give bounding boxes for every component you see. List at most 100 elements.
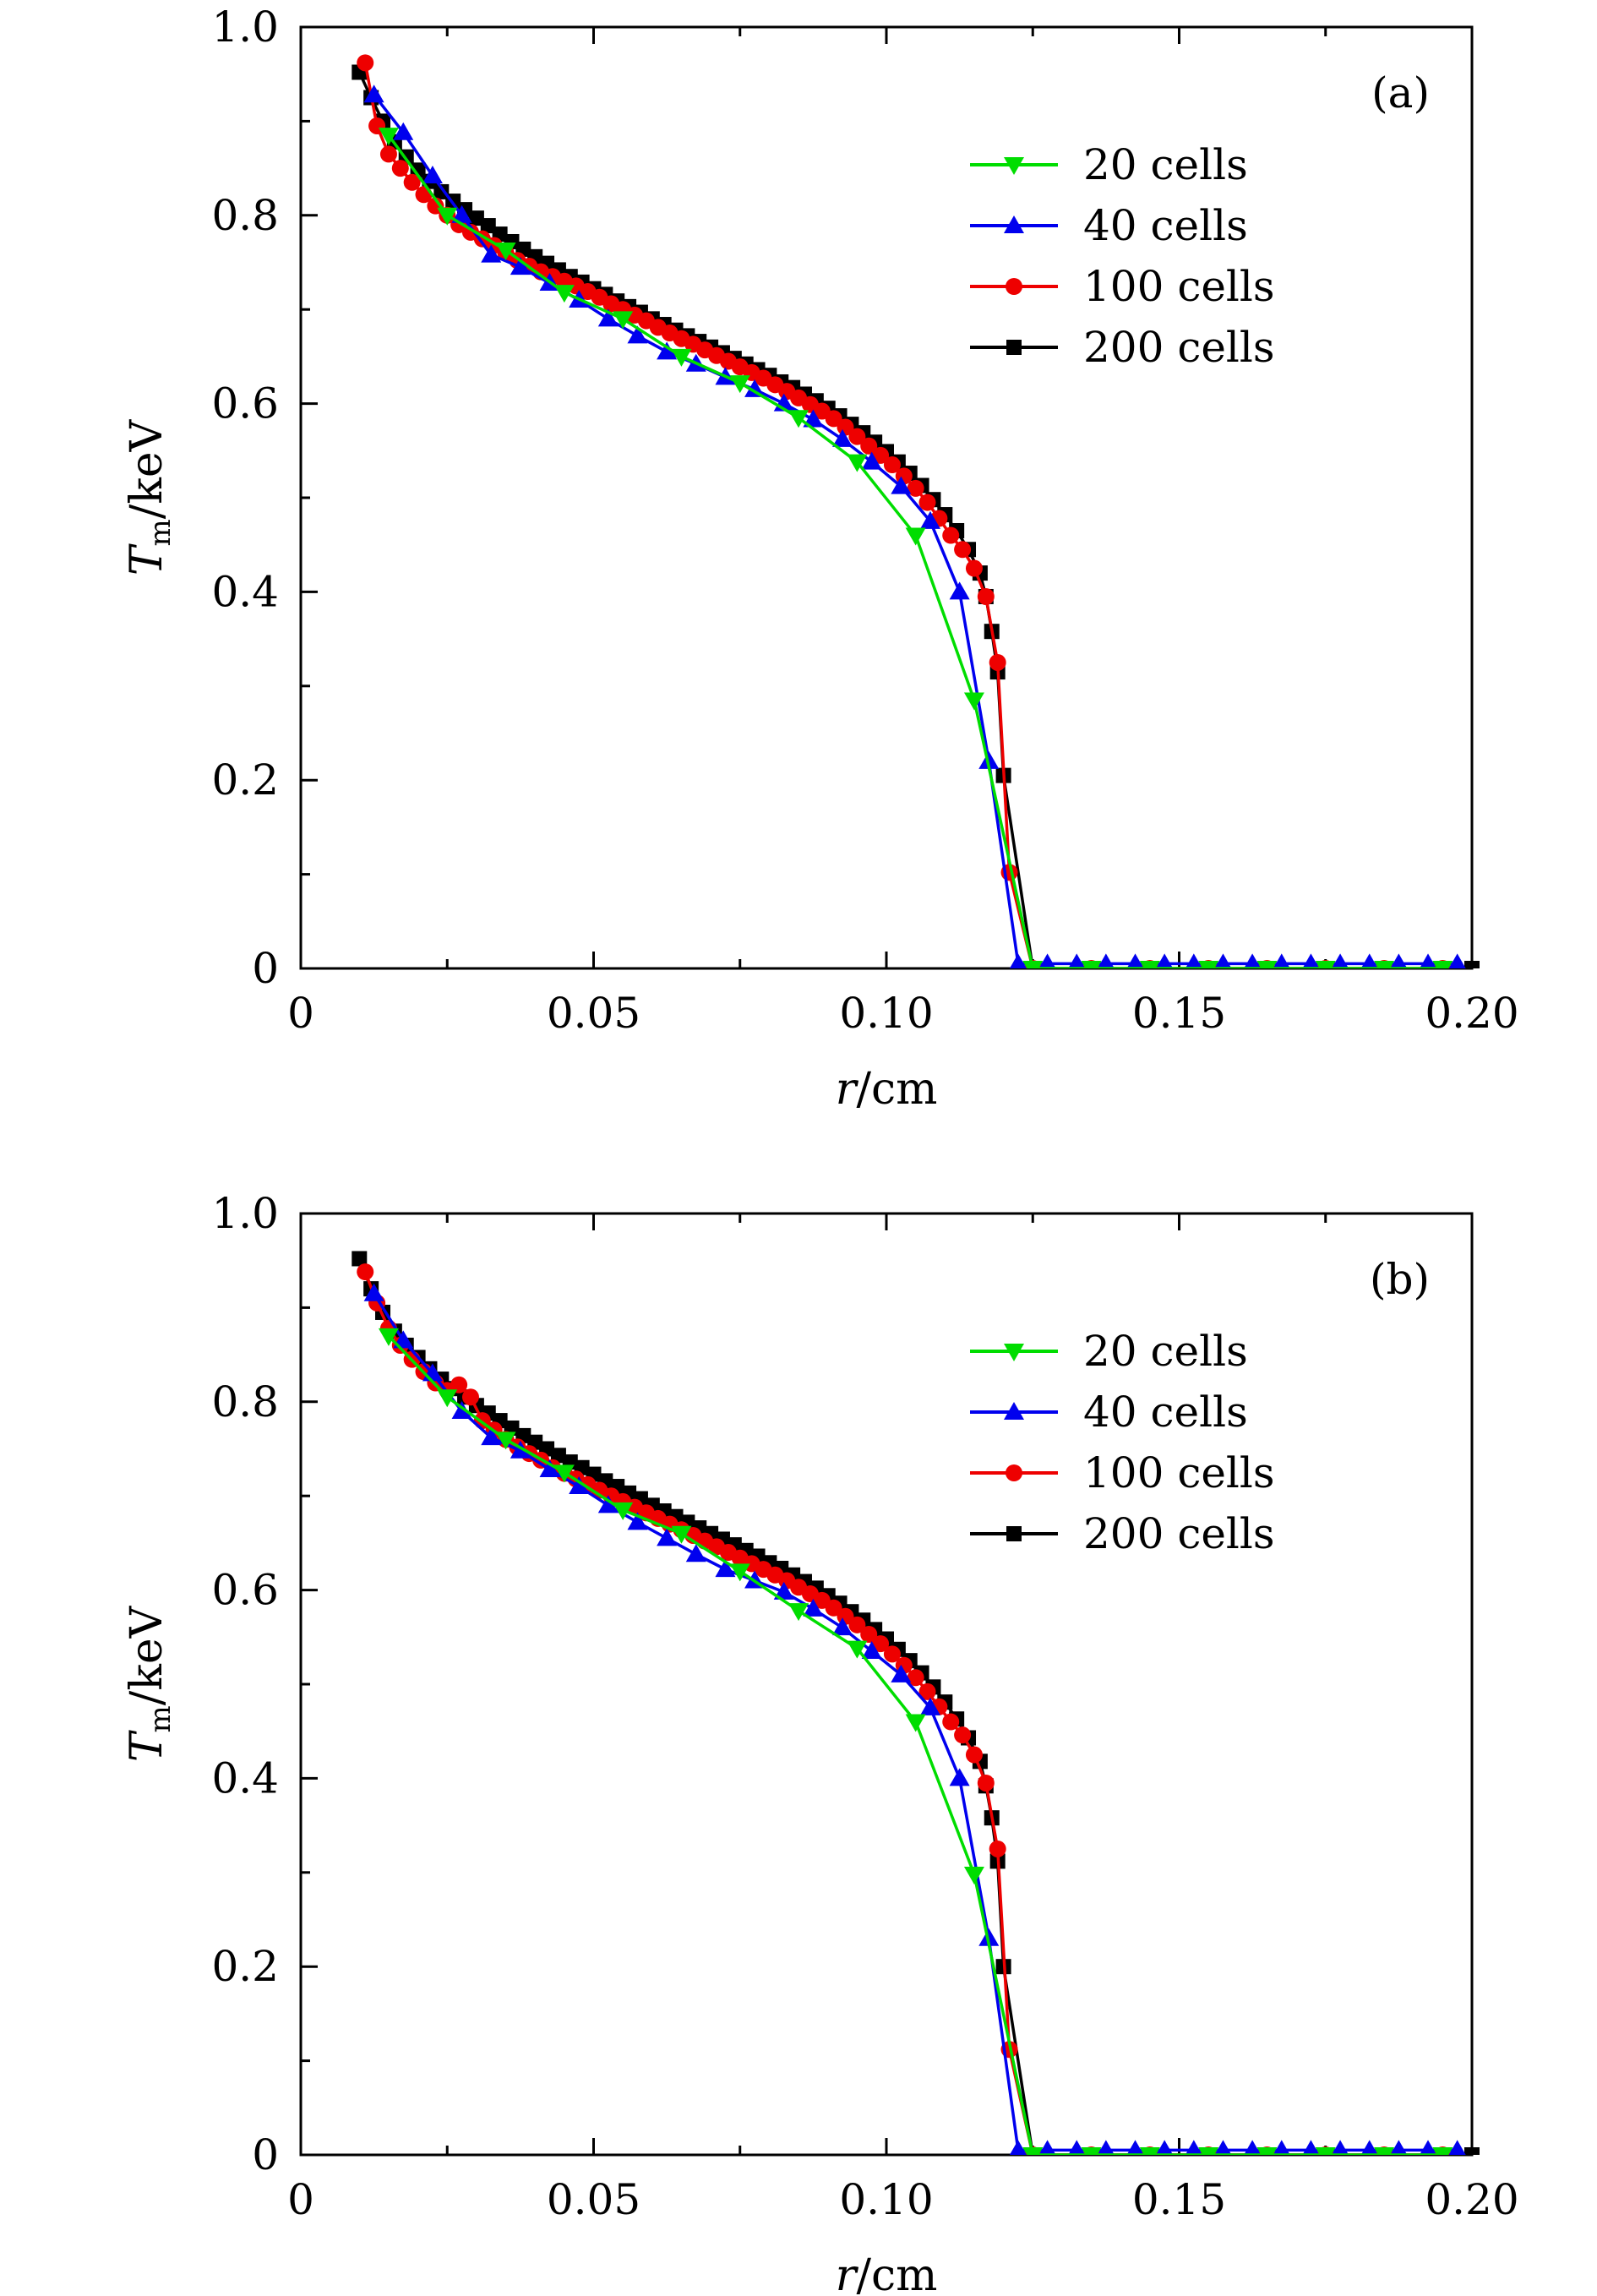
data-point (1068, 2140, 1086, 2155)
data-point (907, 479, 924, 497)
data-point (729, 375, 750, 394)
data-point (495, 243, 516, 261)
data-point (891, 1664, 912, 1682)
x-tick-label: 0 (287, 989, 314, 1038)
series-20-cells (378, 128, 1453, 968)
data-point (872, 1635, 890, 1653)
x-tick-label: 0.05 (547, 2175, 640, 2224)
legend-item: 40 cells (970, 1388, 1248, 1437)
data-point (989, 1840, 1006, 1857)
data-point (461, 1388, 479, 1406)
data-point (1198, 2147, 1219, 2155)
data-point (837, 418, 854, 436)
data-point (977, 1774, 995, 1792)
data-point (1198, 961, 1219, 968)
legend-label: 20 cells (1083, 1327, 1248, 1376)
data-point (403, 173, 421, 191)
data-point (803, 1598, 824, 1617)
data-point (363, 1283, 384, 1301)
data-point (1360, 953, 1378, 968)
data-point (963, 692, 984, 711)
data-point (1156, 2140, 1174, 2155)
data-point (1302, 2140, 1320, 2155)
data-point (1126, 953, 1144, 968)
data-point (1244, 953, 1262, 968)
data-point (1139, 961, 1160, 968)
legend-marker (1006, 1526, 1022, 1541)
data-point (481, 244, 502, 263)
data-point (657, 1528, 678, 1546)
data-point (963, 1867, 984, 1885)
y-tick-label: 0.4 (211, 1753, 279, 1802)
series-line (363, 1271, 1443, 2155)
data-point (1464, 2147, 1480, 2155)
data-point (891, 476, 912, 494)
data-point (1009, 2140, 1027, 2155)
series-100-cells (357, 1263, 1452, 2155)
legend-label: 20 cells (1083, 140, 1248, 189)
data-point (954, 541, 972, 559)
series-group (352, 1251, 1480, 2155)
data-point (1244, 2140, 1262, 2155)
data-point (1374, 2147, 1395, 2155)
data-point (1419, 2140, 1437, 2155)
data-point (597, 308, 619, 327)
data-point (510, 1440, 531, 1459)
data-point (378, 128, 399, 146)
legend-marker (1004, 1344, 1024, 1361)
data-point (918, 494, 936, 511)
data-point (550, 1448, 566, 1464)
data-point (788, 410, 809, 428)
legend-label: 40 cells (1083, 1388, 1248, 1437)
y-tick-label: 0 (252, 944, 279, 993)
data-point (480, 218, 496, 234)
data-point (715, 1559, 736, 1578)
data-point (1256, 2147, 1278, 2155)
data-point (1464, 961, 1480, 968)
data-point (860, 1625, 878, 1643)
data-point (1081, 2147, 1102, 2155)
y-tick-label: 0.8 (211, 1377, 279, 1426)
data-point (1273, 953, 1290, 968)
legend: 20 cells 40 cells 100 cells 200 cells (970, 1327, 1275, 1558)
data-point (1390, 953, 1408, 968)
data-point (825, 410, 842, 428)
x-tick-label: 0 (287, 2175, 314, 2224)
x-axis-label: r/cm (836, 1064, 938, 1115)
data-point (872, 446, 890, 464)
data-point (1360, 2140, 1378, 2155)
y-tick-label: 0.8 (211, 191, 279, 240)
data-point (1009, 953, 1027, 968)
data-point (1038, 2140, 1056, 2155)
data-point (832, 428, 853, 447)
data-point (883, 456, 901, 474)
data-point (1081, 961, 1102, 968)
data-point (1022, 2147, 1044, 2155)
legend-label: 100 cells (1083, 1448, 1275, 1497)
legend-label: 200 cells (1083, 1509, 1275, 1558)
data-point (883, 1645, 901, 1663)
x-axis-label: r/cm (836, 2250, 938, 2296)
data-point (788, 1603, 809, 1622)
data-point (978, 750, 1000, 769)
data-point (905, 527, 926, 546)
data-point (1185, 2140, 1202, 2155)
data-point (954, 1726, 972, 1744)
data-point (685, 1544, 706, 1562)
data-point (450, 1376, 468, 1393)
data-point (989, 653, 1006, 671)
data-point (1097, 2140, 1115, 2155)
data-point (597, 1495, 619, 1513)
data-point (1332, 953, 1349, 968)
y-tick-label: 0.2 (211, 1942, 279, 1991)
data-point (919, 1697, 940, 1715)
series-40-cells (363, 1283, 1466, 2155)
data-point (1068, 953, 1086, 968)
data-point (744, 379, 766, 397)
data-point (977, 587, 995, 605)
legend-marker (1004, 215, 1024, 233)
data-point (357, 54, 374, 72)
data-point (510, 257, 531, 275)
data-point (847, 1640, 868, 1659)
data-point (613, 1502, 634, 1520)
